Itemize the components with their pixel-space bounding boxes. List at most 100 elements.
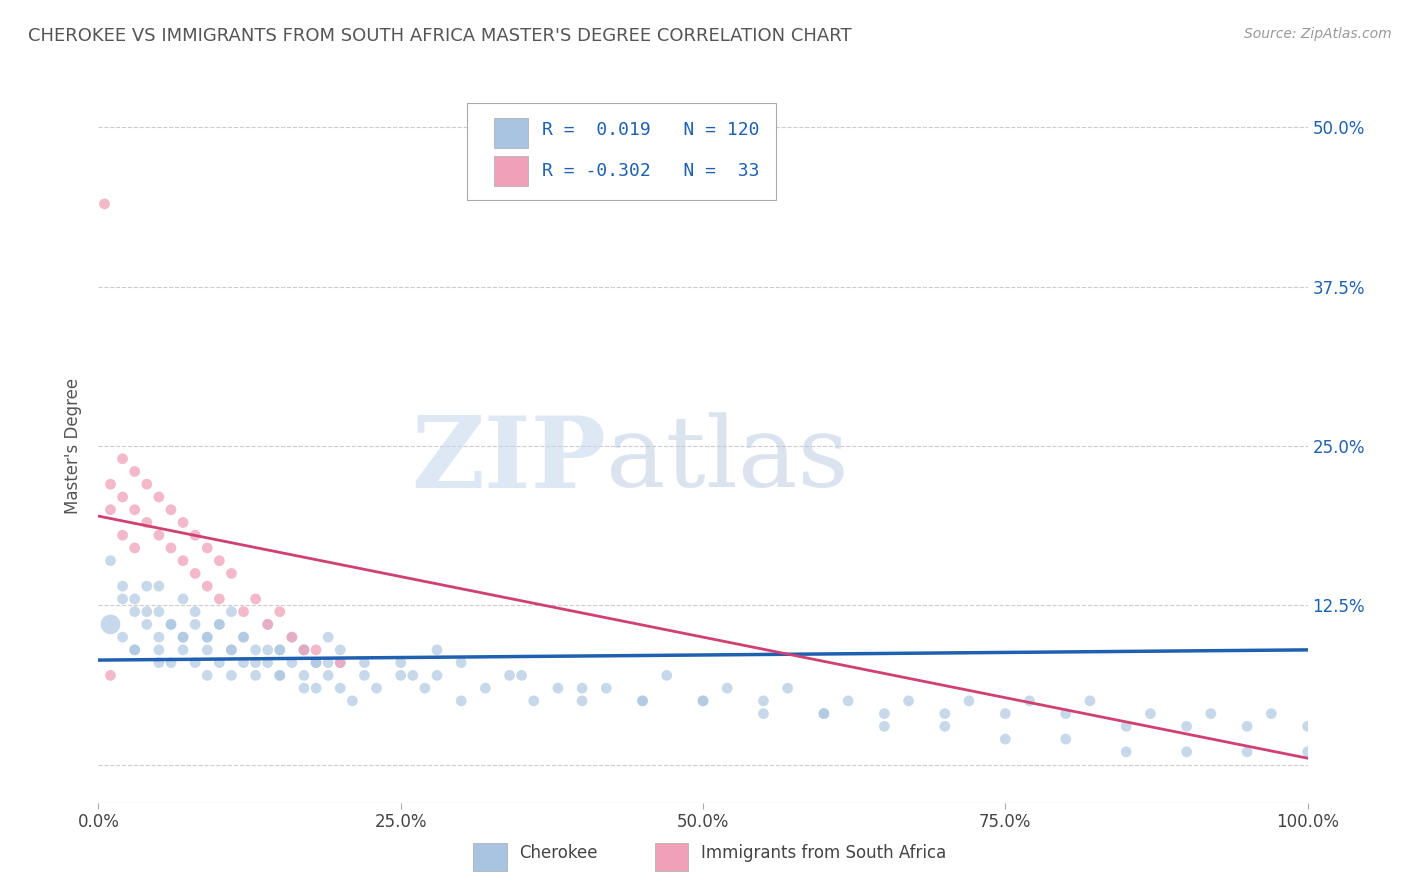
Point (426, 643, 449, 657)
Point (111, 630, 134, 644)
Point (897, 694, 920, 708)
Point (813, 706, 835, 721)
Point (208, 617, 231, 632)
Point (100, 502, 122, 516)
Point (413, 681, 436, 695)
Point (934, 706, 956, 721)
Point (957, 694, 980, 708)
Point (1236, 745, 1258, 759)
Point (148, 605, 170, 619)
Point (873, 706, 896, 721)
Point (221, 643, 243, 657)
Point (111, 490, 134, 504)
Point (221, 605, 243, 619)
Point (752, 706, 775, 721)
Point (208, 617, 231, 632)
Point (692, 694, 714, 708)
Point (571, 681, 593, 695)
Point (208, 656, 231, 670)
Point (1115, 719, 1137, 733)
Point (366, 681, 388, 695)
Point (256, 643, 278, 657)
Point (124, 541, 146, 555)
Point (195, 541, 218, 555)
Point (111, 591, 134, 606)
Point (305, 656, 328, 670)
Point (184, 528, 207, 542)
Point (329, 656, 352, 670)
Point (1199, 706, 1222, 721)
Point (316, 630, 339, 644)
Point (208, 591, 231, 606)
Point (752, 694, 775, 708)
Point (934, 719, 956, 733)
Point (1296, 719, 1319, 733)
Point (994, 732, 1017, 747)
Point (269, 668, 291, 682)
Point (148, 528, 170, 542)
Point (124, 502, 146, 516)
Point (232, 630, 254, 644)
Text: Immigrants from South Africa: Immigrants from South Africa (700, 844, 946, 862)
Point (195, 579, 218, 593)
Point (256, 656, 278, 670)
Point (1054, 732, 1077, 747)
Point (135, 579, 157, 593)
Point (329, 681, 352, 695)
Point (135, 516, 157, 530)
Point (316, 656, 339, 670)
Point (1078, 694, 1101, 708)
Point (184, 656, 207, 670)
Point (426, 668, 449, 682)
Point (329, 656, 352, 670)
Point (232, 630, 254, 644)
Point (389, 656, 412, 670)
Text: atlas: atlas (606, 412, 849, 508)
Point (232, 605, 254, 619)
Point (498, 668, 520, 682)
Text: Cherokee: Cherokee (519, 844, 598, 862)
Point (837, 694, 859, 708)
Point (245, 643, 267, 657)
Text: CHEROKEE VS IMMIGRANTS FROM SOUTH AFRICA MASTER'S DEGREE CORRELATION CHART: CHEROKEE VS IMMIGRANTS FROM SOUTH AFRICA… (28, 27, 852, 45)
Point (160, 502, 183, 516)
Point (221, 566, 243, 581)
Point (172, 630, 194, 644)
Point (305, 681, 328, 695)
Point (148, 643, 170, 657)
Point (571, 694, 593, 708)
Point (281, 630, 304, 644)
Point (195, 630, 218, 644)
Y-axis label: Master's Degree: Master's Degree (65, 378, 83, 514)
Text: R =  0.019   N = 120: R = 0.019 N = 120 (543, 121, 759, 139)
Point (160, 617, 183, 632)
Point (595, 681, 617, 695)
Point (510, 668, 533, 682)
Point (195, 643, 218, 657)
Point (111, 528, 134, 542)
Point (813, 706, 835, 721)
Point (305, 643, 328, 657)
Point (208, 554, 231, 568)
Point (1054, 706, 1077, 721)
Point (1175, 719, 1198, 733)
Point (172, 516, 194, 530)
Point (195, 630, 218, 644)
Point (148, 579, 170, 593)
Point (184, 605, 207, 619)
Point (292, 643, 315, 657)
Point (269, 643, 291, 657)
Point (111, 579, 134, 593)
FancyBboxPatch shape (467, 103, 776, 200)
Text: R = -0.302   N =  33: R = -0.302 N = 33 (543, 161, 759, 179)
Point (148, 490, 170, 504)
Point (402, 668, 425, 682)
Bar (474, 844, 508, 871)
Point (523, 694, 546, 708)
Point (160, 656, 183, 670)
Point (93, 197, 115, 211)
Point (631, 694, 654, 708)
Point (148, 630, 170, 644)
Point (256, 617, 278, 632)
Point (292, 643, 315, 657)
